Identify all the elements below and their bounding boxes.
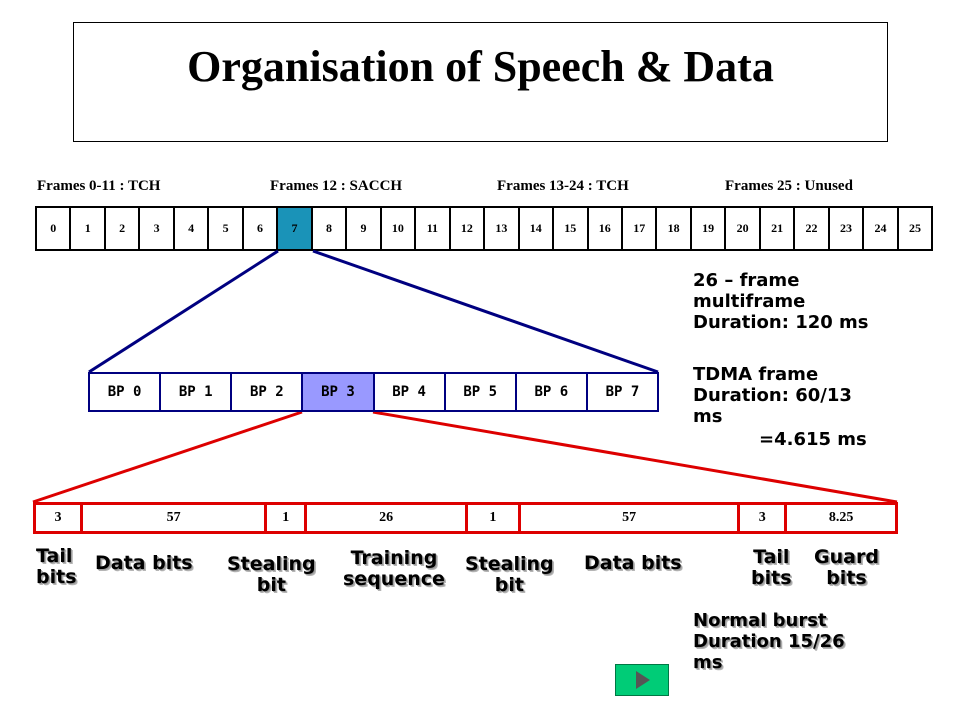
frame-cell: 5	[209, 208, 244, 249]
normal-burst-info-line: ms	[693, 652, 723, 673]
normal-burst-field: 3	[740, 505, 788, 531]
frame-cell: 12	[451, 208, 486, 249]
connector-line-frame-left	[88, 249, 279, 374]
normal-burst-field: 1	[267, 505, 308, 531]
normal-burst-field: 26	[307, 505, 468, 531]
frame-cell: 16	[589, 208, 623, 249]
frame-cell: 20	[726, 208, 761, 249]
play-triangle-icon	[636, 671, 650, 689]
frame-cell: 0	[37, 208, 72, 249]
tdma-info-line: ms	[693, 406, 723, 427]
field-label-guard-bits: Guard bits	[814, 547, 879, 589]
frame-cell: 18	[657, 208, 692, 249]
frame-cell: 8	[313, 208, 348, 249]
frame-label-tch-2: Frames 13-24 : TCH	[497, 178, 629, 194]
field-label-tail-bits: Tail bits	[36, 546, 77, 588]
frame-cell: 2	[106, 208, 141, 249]
normal-burst-field: 1	[468, 505, 521, 531]
field-label-line: Tail	[36, 545, 73, 567]
frame-cell: 10	[382, 208, 417, 249]
frame-cell: 14	[520, 208, 555, 249]
multiframe-info-line: multiframe	[693, 291, 806, 312]
frame-label-tch-1: Frames 0-11 : TCH	[37, 178, 161, 194]
title-box: Organisation of Speech & Data	[73, 22, 888, 142]
frame-cell: 4	[175, 208, 210, 249]
connector-line-burst-right	[372, 410, 898, 504]
field-label-line: Data bits	[95, 552, 193, 574]
field-label-tail-bits: Tail bits	[751, 547, 792, 589]
frame-label-unused: Frames 25 : Unused	[725, 178, 853, 194]
frame-cell: 24	[864, 208, 899, 249]
frame-cell: 9	[347, 208, 382, 249]
field-label-line: bits	[826, 567, 867, 589]
multiframe-info: 26 – frame multiframe Duration: 120 ms	[693, 270, 869, 333]
frame-cell: 19	[692, 208, 727, 249]
burst-period-cell: BP 5	[446, 374, 517, 410]
frame-cell: 3	[140, 208, 175, 249]
connector-line-frame-right	[312, 249, 659, 374]
connector-line-burst-left	[32, 410, 303, 504]
multiframe-row: 0 1 2 3 4 5 6 7 8 9 10 11 12 13 14 15 16 17 18 19 20 21 22 23 24…	[35, 206, 933, 251]
tdma-info-line: Duration: 60/13	[693, 385, 852, 406]
frame-cell: 6	[244, 208, 279, 249]
normal-burst-info-line: Duration 15/26	[693, 631, 845, 652]
frame-cell: 7	[278, 208, 313, 249]
page-title: Organisation of Speech & Data	[187, 42, 774, 91]
burst-period-cell: BP 6	[517, 374, 588, 410]
next-slide-button[interactable]	[615, 664, 669, 696]
burst-period-cell: BP 2	[232, 374, 304, 410]
field-label-stealing-bit: Stealing bit	[227, 554, 316, 596]
field-label-line: bit	[494, 574, 524, 596]
normal-burst-field: 57	[521, 505, 741, 531]
normal-burst-field: 8.25	[828, 510, 854, 525]
field-label-line: Tail	[753, 546, 790, 568]
frame-cell: 23	[830, 208, 865, 249]
normal-burst-info-line: Normal burst	[693, 610, 827, 631]
field-label-line: Data bits	[584, 552, 682, 574]
field-label-line: bits	[36, 566, 77, 588]
normal-burst-field: 57	[83, 505, 268, 531]
field-label-line: Stealing	[465, 553, 554, 575]
field-label-data-bits: Data bits	[584, 553, 682, 574]
tdma-info: TDMA frame Duration: 60/13 ms =4.615 ms	[693, 364, 867, 450]
frame-cell: 13	[485, 208, 520, 249]
field-label-training-sequence: Training sequence	[343, 548, 445, 590]
field-label-line: Stealing	[227, 553, 316, 575]
field-label-data-bits: Data bits	[95, 553, 193, 574]
normal-burst-field: 3	[36, 505, 84, 531]
field-label-line: bit	[256, 574, 286, 596]
normal-burst-info: Normal burst Duration 15/26 ms	[693, 610, 845, 673]
frame-cell: 15	[554, 208, 589, 249]
tdma-frame-row: BP 0 BP 1 BP 2 BP 3 BP 4 BP 5 BP 6 BP 7	[88, 372, 659, 412]
frame-cell: 22	[795, 208, 830, 249]
normal-burst-row: 3 57 1 26 1 57 3 8.25	[33, 502, 898, 534]
frame-label-sacch: Frames 12 : SACCH	[270, 178, 403, 194]
frame-cell: 25	[908, 221, 921, 235]
field-label-line: bits	[751, 567, 792, 589]
field-label-line: sequence	[343, 568, 445, 590]
burst-period-cell: BP 4	[375, 374, 446, 410]
burst-period-cell: BP 7	[605, 384, 640, 400]
frame-cell: 21	[761, 208, 796, 249]
frame-cell: 11	[416, 208, 451, 249]
multiframe-info-line: Duration: 120 ms	[693, 312, 869, 333]
burst-period-cell: BP 0	[90, 374, 162, 410]
tdma-info-line: TDMA frame	[693, 364, 819, 385]
tdma-info-line: =4.615 ms	[759, 429, 867, 450]
burst-period-cell: BP 3	[303, 374, 375, 410]
multiframe-info-line: 26 – frame	[693, 270, 800, 291]
field-label-line: Training	[350, 547, 438, 569]
frame-cell: 1	[71, 208, 106, 249]
field-label-line: Guard	[814, 546, 879, 568]
field-label-stealing-bit: Stealing bit	[465, 554, 554, 596]
frame-cell: 17	[623, 208, 658, 249]
burst-period-cell: BP 1	[161, 374, 233, 410]
